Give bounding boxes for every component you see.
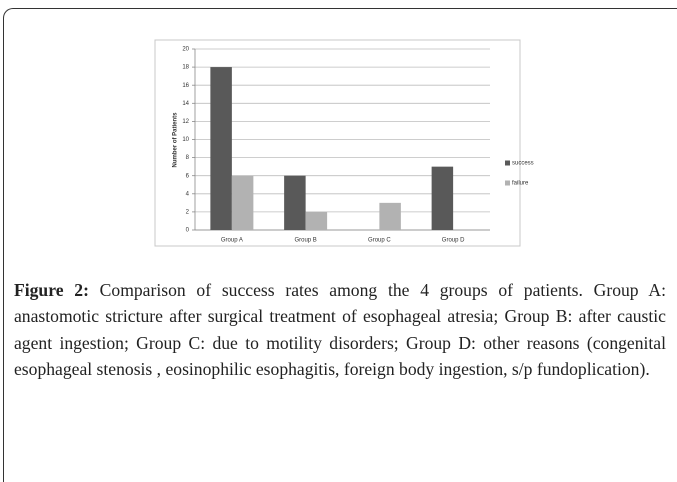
y-tick-label: 20	[182, 47, 189, 53]
y-tick-label: 18	[182, 65, 189, 71]
y-tick-label: 12	[182, 119, 189, 125]
x-tick-label: Group A	[221, 238, 243, 244]
chart-border	[154, 39, 521, 247]
caption-text: Comparison of success rates among the 4 …	[14, 280, 666, 379]
y-tick-label: 0	[186, 228, 190, 234]
bar	[284, 175, 306, 230]
y-tick-label: 14	[182, 101, 189, 107]
caption-label: Figure 2:	[14, 280, 89, 300]
legend-label: failure	[512, 181, 529, 187]
x-tick-label: Group D	[442, 238, 465, 244]
y-tick-label: 2	[186, 209, 190, 215]
legend-swatch	[505, 160, 510, 166]
y-tick-label: 6	[186, 173, 190, 179]
y-tick-label: 10	[182, 137, 189, 143]
chart: Number of Patients 0 2 4 6 8 10 12 14 16 18 20 Grou…	[154, 39, 534, 247]
legend-label: success	[512, 161, 534, 167]
caption: Figure 2: Comparison of success rates am…	[14, 277, 666, 382]
x-tick-label: Group B	[294, 238, 316, 244]
bar	[379, 202, 401, 230]
y-tick-label: 4	[186, 191, 190, 197]
bar	[231, 175, 254, 230]
bar	[210, 67, 232, 230]
y-axis-title: Number of Patients	[173, 112, 179, 168]
figure-frame	[3, 8, 677, 482]
x-tick-label: Group C	[368, 238, 391, 244]
bar	[431, 166, 454, 230]
bar	[305, 211, 328, 230]
y-tick-label: 8	[186, 155, 190, 161]
legend-swatch	[505, 180, 510, 186]
y-tick-label: 16	[182, 83, 189, 89]
